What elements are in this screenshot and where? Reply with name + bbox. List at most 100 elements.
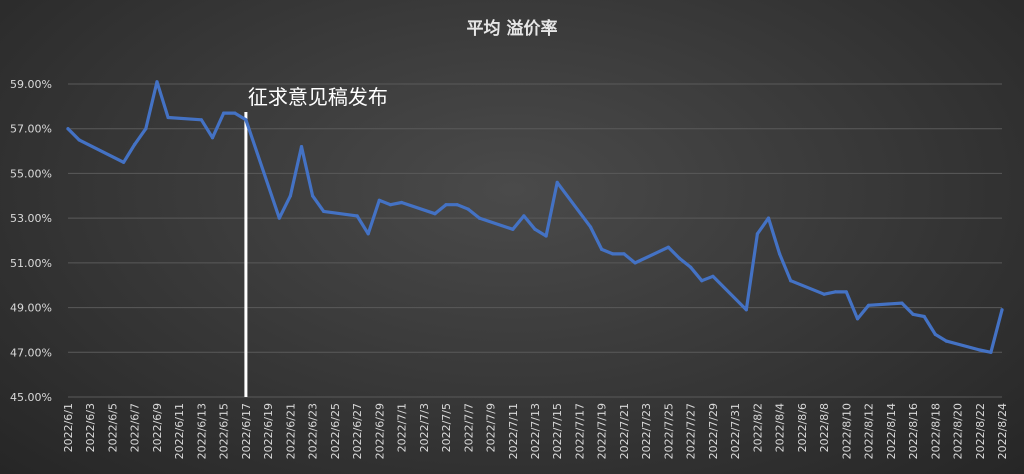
data-point <box>366 232 370 236</box>
y-tick-label: 47.00% <box>10 346 52 359</box>
x-tick-label: 2022/8/24 <box>996 403 1009 459</box>
data-point <box>744 308 748 312</box>
data-point <box>477 216 481 220</box>
y-axis-ticks: 45.00% 47.00% 49.00% 51.00% 53.00% 55.00% 57.0… <box>10 78 52 404</box>
y-tick-label: 45.00% <box>10 391 52 404</box>
x-tick-label: 2022/6/9 <box>151 403 164 452</box>
x-tick-label: 2022/7/11 <box>507 403 520 459</box>
y-tick-label: 53.00% <box>10 212 52 225</box>
x-tick-label: 2022/7/17 <box>573 403 586 459</box>
data-point <box>633 261 637 265</box>
data-point <box>466 207 470 211</box>
data-point <box>677 256 682 260</box>
y-tick-label: 59.00% <box>10 78 52 91</box>
data-point <box>522 214 526 218</box>
data-point <box>133 142 137 146</box>
x-tick-label: 2022/6/3 <box>84 403 97 452</box>
x-tick-label: 2022/6/23 <box>307 403 320 459</box>
x-tick-label: 2022/7/13 <box>529 403 542 459</box>
gridlines <box>68 83 1002 398</box>
x-tick-label: 2022/7/29 <box>707 403 720 459</box>
data-point <box>288 194 292 198</box>
y-tick-label: 57.00% <box>10 123 52 136</box>
x-tick-label: 2022/8/14 <box>885 403 898 459</box>
data-point <box>533 227 537 231</box>
data-point <box>700 279 704 283</box>
data-point <box>755 232 760 236</box>
data-point <box>989 350 993 354</box>
data-point <box>689 265 693 269</box>
data-point <box>922 314 926 319</box>
x-tick-label: 2022/6/19 <box>262 403 275 459</box>
x-tick-label: 2022/6/7 <box>129 403 142 452</box>
series-line <box>66 80 1004 354</box>
data-point <box>711 274 715 278</box>
data-point <box>555 180 559 184</box>
data-point <box>222 111 226 115</box>
data-point <box>66 127 70 131</box>
x-tick-label: 2022/6/5 <box>106 403 119 452</box>
data-point <box>833 290 837 294</box>
data-point <box>511 227 515 231</box>
x-tick-label: 2022/6/17 <box>240 403 253 459</box>
data-point <box>589 225 593 229</box>
annotation-label: 征求意见稿发布 <box>248 85 388 109</box>
x-tick-label: 2022/6/27 <box>351 403 364 459</box>
data-point <box>455 203 459 207</box>
x-tick-label: 2022/7/15 <box>551 403 564 459</box>
data-point <box>444 203 448 207</box>
x-tick-label: 2022/8/20 <box>952 403 965 459</box>
data-point <box>77 138 81 142</box>
data-point <box>544 234 548 238</box>
data-point <box>933 332 937 336</box>
y-tick-label: 55.00% <box>10 167 52 180</box>
data-point <box>166 115 170 120</box>
annotation-group: 征求意见稿发布 <box>244 85 388 397</box>
data-point <box>855 317 860 321</box>
data-point <box>944 339 949 343</box>
x-tick-label: 2022/8/18 <box>929 403 942 459</box>
data-point <box>978 348 982 352</box>
data-point <box>900 301 904 305</box>
x-tick-label: 2022/7/9 <box>485 403 498 452</box>
data-point <box>155 80 159 84</box>
data-point <box>388 203 393 207</box>
data-point <box>233 111 237 115</box>
data-point <box>377 198 381 202</box>
x-tick-label: 2022/8/2 <box>751 403 764 452</box>
data-point <box>844 290 848 294</box>
data-point <box>622 252 626 256</box>
x-tick-label: 2022/7/19 <box>596 403 609 459</box>
data-point <box>244 118 248 122</box>
y-tick-label: 51.00% <box>10 257 52 270</box>
x-axis-ticks: 2022/6/1 2022/6/3 2022/6/5 2022/6/7 2022/6/9… <box>62 403 1009 459</box>
data-point <box>277 216 281 220</box>
x-tick-label: 2022/7/31 <box>729 403 742 459</box>
data-point <box>400 200 404 205</box>
data-point <box>911 312 915 316</box>
x-tick-label: 2022/8/10 <box>840 403 853 459</box>
data-point <box>122 160 126 164</box>
data-point <box>322 209 326 213</box>
x-tick-label: 2022/7/27 <box>685 403 698 459</box>
data-point <box>778 252 782 256</box>
x-tick-label: 2022/6/11 <box>173 403 186 459</box>
x-tick-label: 2022/6/13 <box>195 403 208 459</box>
x-tick-label: 2022/8/4 <box>774 403 787 452</box>
x-tick-label: 2022/7/25 <box>662 403 675 459</box>
x-tick-label: 2022/8/12 <box>863 403 876 459</box>
x-tick-label: 2022/7/1 <box>396 403 409 452</box>
x-tick-label: 2022/8/8 <box>818 403 831 452</box>
y-tick-label: 49.00% <box>10 302 52 315</box>
series-group <box>66 80 1004 354</box>
data-point <box>433 212 437 216</box>
data-point <box>822 292 826 296</box>
data-point <box>299 145 304 149</box>
data-point <box>311 194 315 198</box>
x-tick-label: 2022/6/1 <box>62 403 75 452</box>
x-tick-label: 2022/7/7 <box>462 403 475 452</box>
x-tick-label: 2022/6/21 <box>284 403 297 459</box>
x-tick-label: 2022/7/5 <box>440 403 453 452</box>
x-tick-label: 2022/6/25 <box>329 403 342 459</box>
